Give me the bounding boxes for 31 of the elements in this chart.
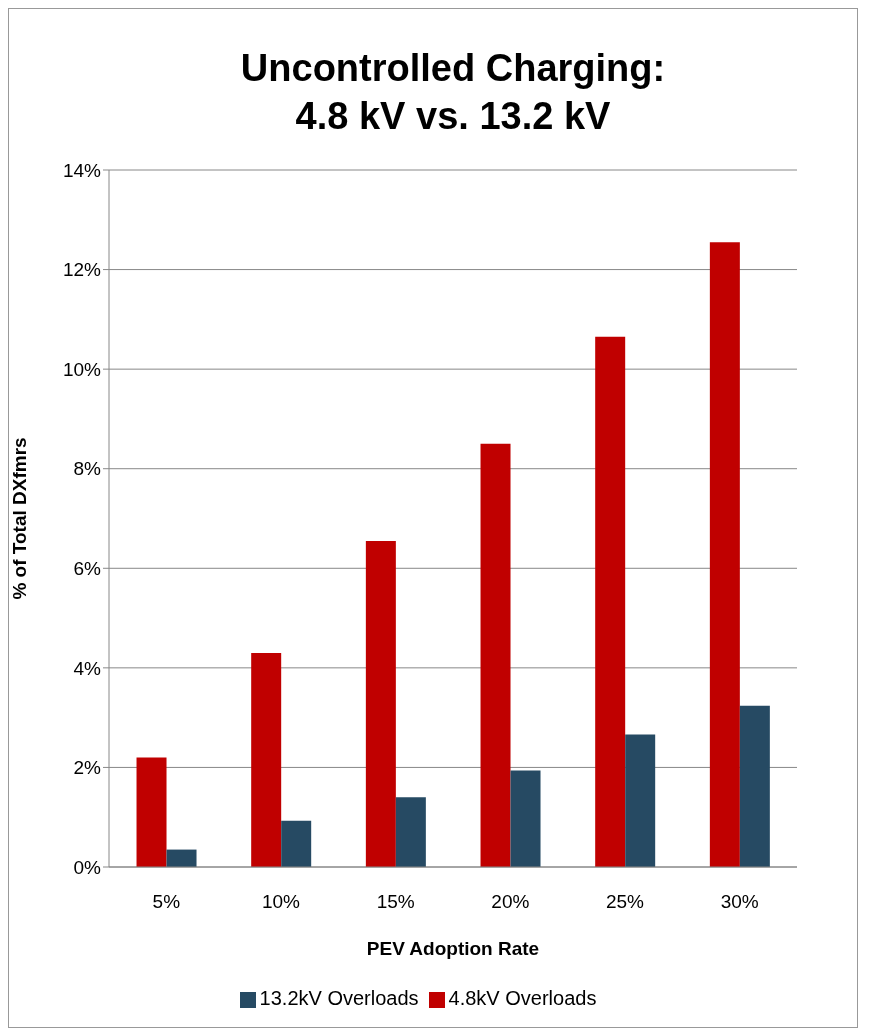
x-tick-label: 20% xyxy=(491,891,530,913)
bar xyxy=(166,849,197,867)
x-axis-title: PEV Adoption Rate xyxy=(366,938,540,960)
y-tick-label: 6% xyxy=(73,558,102,580)
y-tick-label: 4% xyxy=(73,657,102,679)
y-tick-label: 12% xyxy=(62,259,102,281)
y-axis-title: % of Total DXfmrs xyxy=(8,437,30,600)
bar xyxy=(739,705,770,867)
legend-label: 4.8kV Overloads xyxy=(448,987,597,1009)
bar xyxy=(595,336,626,867)
x-tick-label: 10% xyxy=(261,891,301,913)
bar xyxy=(625,734,656,867)
bar xyxy=(510,770,541,867)
x-tick-label: 30% xyxy=(720,891,759,913)
y-tick-label: 14% xyxy=(62,159,102,181)
bar xyxy=(136,757,167,867)
x-tick-label: 5% xyxy=(152,891,181,913)
chart-title: Uncontrolled Charging: 4.8 kV vs. 13.2 kV xyxy=(239,46,667,139)
bar xyxy=(281,820,312,867)
bar xyxy=(365,540,396,867)
bar xyxy=(480,443,511,867)
x-tick-label: 25% xyxy=(605,891,645,913)
legend-label: 13.2kV Overloads xyxy=(259,987,419,1009)
x-tick-label: 15% xyxy=(376,891,415,913)
bar xyxy=(395,797,426,867)
y-tick-label: 8% xyxy=(73,458,102,480)
y-tick-label: 10% xyxy=(62,358,102,380)
bar xyxy=(251,652,282,867)
bar xyxy=(709,242,740,867)
y-tick-label: 0% xyxy=(73,856,102,878)
y-tick-label: 2% xyxy=(73,757,102,779)
